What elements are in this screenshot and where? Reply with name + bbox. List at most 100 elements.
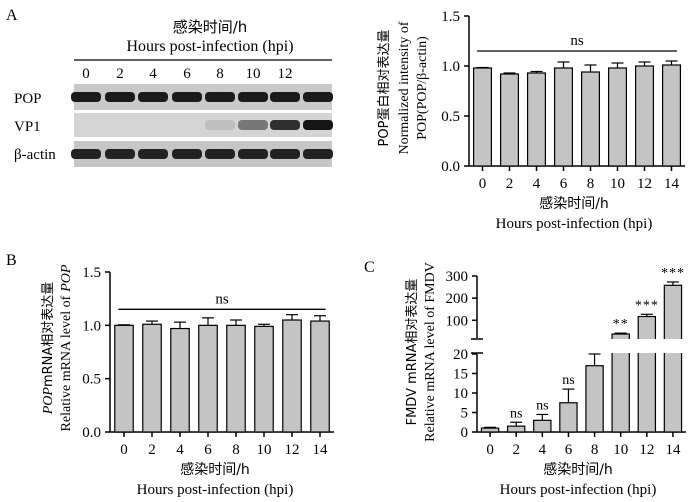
chart-c-fmdv-mrna: 0510152010020030002ns4ns6ns8ns10**12***1… — [405, 262, 688, 498]
bar — [526, 72, 547, 167]
bar — [310, 320, 330, 433]
blot-row-vp1: VP1 — [14, 119, 41, 135]
y-tick-label: 0 — [461, 425, 469, 441]
blot-band-pop — [270, 92, 300, 102]
x-tick-label: 0 — [120, 442, 128, 458]
x-tick-label: 2 — [506, 176, 514, 192]
bar — [472, 67, 493, 167]
bar — [198, 324, 218, 433]
x-tick-label: 10 — [257, 442, 272, 458]
bar — [226, 324, 246, 433]
x-tick-label: 4 — [533, 176, 541, 192]
blot-band-vp1 — [205, 120, 235, 130]
x-tick-label: 0 — [486, 442, 494, 458]
chart-a-xlabel-cn: 感染时间/h — [539, 195, 609, 212]
y-tick-label: 20 — [453, 347, 468, 363]
chart-a-ylabel-en: Normalized intensity of — [397, 21, 412, 154]
blot-row-pop: POP — [14, 91, 42, 107]
bar — [559, 402, 578, 433]
chart-b-xlabel-cn: 感染时间/h — [180, 461, 250, 478]
y-tick-label: 0.5 — [82, 372, 101, 388]
blot-band-actin — [303, 149, 333, 159]
blot-band-pop — [71, 92, 101, 102]
blot-bands — [71, 92, 333, 159]
x-tick-label: 12 — [285, 442, 300, 458]
y-tick-label: 0.0 — [441, 159, 460, 175]
chart-b-ylabel-line1: POPmRNA相对表达量 — [41, 282, 56, 416]
x-tick-label: 10 — [613, 442, 628, 458]
axis-break-band — [469, 339, 688, 353]
significance-label: ns — [570, 33, 584, 49]
y-tick-label: 1.0 — [441, 59, 460, 75]
x-tick-label: 4 — [539, 442, 547, 458]
x-tick-label: 10 — [610, 176, 625, 192]
blot-band-pop — [138, 92, 168, 102]
blot-lane-label: 0 — [82, 66, 90, 82]
chart-b-ylabel-gene: POP — [41, 387, 56, 416]
chart-b-ylabel-en: Relative mRNA level of — [59, 295, 74, 431]
x-tick-label: 14 — [313, 442, 329, 458]
chart-c-xlabel-cn: 感染时间/h — [543, 461, 613, 478]
blot-band-actin — [205, 149, 235, 159]
x-tick-label: 2 — [148, 442, 156, 458]
x-tick-label: 8 — [232, 442, 240, 458]
significance-label: *** — [635, 298, 659, 313]
x-tick-label: 6 — [565, 442, 573, 458]
y-tick-label: 1.5 — [441, 9, 460, 25]
chart-b-xlabel-en: Hours post-infection (hpi) — [137, 482, 294, 498]
bar — [533, 419, 552, 433]
blot-title-en: Hours post-infection (hpi) — [126, 38, 293, 55]
bar — [142, 323, 162, 433]
x-tick-label: 12 — [637, 176, 652, 192]
y-tick-label: 15 — [453, 367, 468, 383]
chart-a-xlabel-en: Hours post-infection (hpi) — [496, 216, 653, 232]
bar — [585, 365, 604, 433]
y-tick-label: 100 — [446, 313, 469, 329]
blot-band-pop — [105, 92, 135, 102]
chart-b-ylabel-cn: mRNA相对表达量 — [41, 282, 56, 387]
y-tick-label: 0.5 — [441, 109, 460, 125]
blot-band-actin — [270, 149, 300, 159]
y-tick-label: 0.0 — [82, 425, 101, 441]
x-tick-label: 12 — [639, 442, 654, 458]
chart-a-ylabel-cn: POP蛋白相对表达量 — [376, 30, 392, 147]
panel-label-a: A — [6, 7, 18, 24]
bar — [506, 425, 526, 433]
x-tick-label: 0 — [479, 176, 487, 192]
chart-c-xlabel-en: Hours post-infection (hpi) — [500, 482, 657, 498]
blot-band-pop — [172, 92, 202, 102]
blot-band-actin — [71, 149, 101, 159]
significance-label: ns — [510, 406, 522, 421]
x-tick-label: 14 — [664, 176, 680, 192]
x-tick-label: 2 — [512, 442, 520, 458]
chart-c-ylabel-en: Relative mRNA level of FMDV — [423, 262, 438, 442]
blot-band-vp1 — [303, 120, 333, 130]
significance-label: ns — [536, 398, 548, 413]
western-blot: 感染时间/h Hours post-infection (hpi) 0 2 4 6 8 1… — [14, 18, 333, 167]
blot-title-cn: 感染时间/h — [173, 18, 248, 36]
blot-band-vp1 — [238, 120, 268, 130]
blot-lane-label: 10 — [246, 66, 261, 82]
x-tick-label: 6 — [204, 442, 212, 458]
chart-a-ylabel-en2: POP(POP/β-actin) — [415, 36, 430, 140]
blot-band-pop — [238, 92, 268, 102]
chart-b-ylabel-line2: Relative mRNA level of POP — [59, 264, 74, 431]
blot-band-actin — [172, 149, 202, 159]
significance-label: ** — [613, 317, 629, 332]
blot-lane-label: 4 — [149, 66, 157, 82]
y-tick-label: 1.5 — [82, 265, 101, 281]
x-tick-label: 8 — [591, 442, 599, 458]
bar — [580, 71, 601, 167]
panel-label-c: C — [364, 259, 375, 276]
y-tick-label: 200 — [446, 291, 469, 307]
y-tick-label: 300 — [446, 269, 469, 285]
x-tick-label: 14 — [665, 442, 681, 458]
blot-band-vp1 — [270, 120, 300, 130]
blot-band-pop — [205, 92, 235, 102]
bar — [480, 427, 500, 433]
blot-lane-label: 12 — [278, 66, 293, 82]
chart-b-pop-mrna: 0.0 0.5 1.0 1.5 0 2 4 6 8 10 12 14 ns POPmRNA相对表达量 R… — [41, 264, 334, 498]
blot-lane-labels: 0 2 4 6 8 10 12 — [82, 66, 292, 82]
bar — [553, 67, 574, 167]
